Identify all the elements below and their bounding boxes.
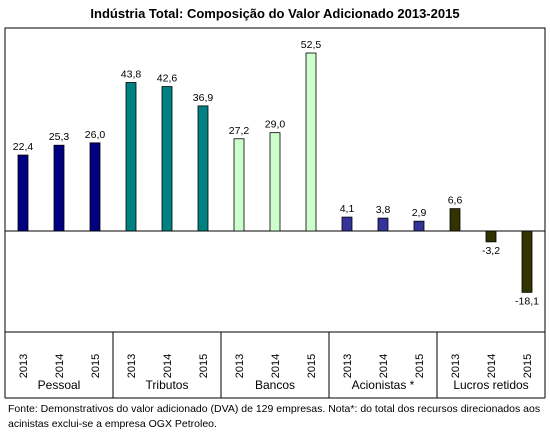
- year-tick-label: 2015: [522, 354, 534, 378]
- bar-chart: 22,4 2013 25,3 2014 26,0 2015 Pessoal 43,8 2013 4…: [4, 27, 546, 399]
- data-label: 25,3: [49, 131, 70, 143]
- data-label: 22,4: [13, 141, 34, 153]
- year-tick-label: 2015: [90, 354, 102, 378]
- data-label: 6,6: [448, 195, 463, 207]
- data-label: 27,2: [229, 125, 250, 137]
- bar: [341, 216, 353, 232]
- bar: [521, 230, 533, 293]
- group-label: Pessoal: [38, 378, 81, 392]
- bar: [53, 144, 65, 232]
- bar: [161, 86, 173, 232]
- group-label: Tributos: [146, 378, 189, 392]
- year-tick-label: 2013: [342, 354, 354, 378]
- year-tick-label: 2015: [306, 354, 318, 378]
- data-label: -18,1: [515, 295, 539, 307]
- year-tick-label: 2013: [18, 354, 30, 378]
- bar: [485, 230, 497, 243]
- bar: [269, 132, 281, 232]
- data-label: 52,5: [301, 39, 322, 51]
- footnote: Fonte: Demonstrativos do valor adicionad…: [8, 403, 541, 430]
- bar: [449, 208, 461, 232]
- data-label: 3,8: [376, 204, 391, 216]
- data-label: 26,0: [85, 129, 106, 141]
- bar: [413, 220, 425, 232]
- year-tick-label: 2014: [378, 354, 390, 378]
- year-tick-label: 2013: [234, 354, 246, 378]
- bar: [125, 82, 137, 232]
- data-label: 2,9: [412, 207, 427, 219]
- data-label: 29,0: [265, 119, 286, 131]
- group-label: Bancos: [255, 378, 295, 392]
- plot-frame: [4, 27, 546, 333]
- data-label: 42,6: [157, 73, 178, 85]
- data-label: -3,2: [482, 245, 500, 257]
- data-label: 43,8: [121, 68, 142, 80]
- data-label: 4,1: [340, 203, 355, 215]
- chart-title: Indústria Total: Composição do Valor Adi…: [90, 6, 460, 21]
- data-label: 36,9: [193, 92, 214, 104]
- year-tick-label: 2015: [414, 354, 426, 378]
- year-tick-label: 2014: [162, 354, 174, 378]
- bar: [17, 154, 29, 232]
- bar: [233, 138, 245, 232]
- bar: [305, 52, 317, 232]
- year-tick-label: 2013: [126, 354, 138, 378]
- year-tick-label: 2015: [198, 354, 210, 378]
- bar: [377, 217, 389, 232]
- year-tick-label: 2014: [486, 354, 498, 378]
- group-label: Acionistas *: [352, 378, 415, 392]
- year-tick-label: 2014: [270, 354, 282, 378]
- group-label: Lucros retidos: [453, 378, 528, 392]
- bar: [197, 105, 209, 232]
- bar: [89, 142, 101, 232]
- year-tick-label: 2013: [450, 354, 462, 378]
- year-tick-label: 2014: [54, 354, 66, 378]
